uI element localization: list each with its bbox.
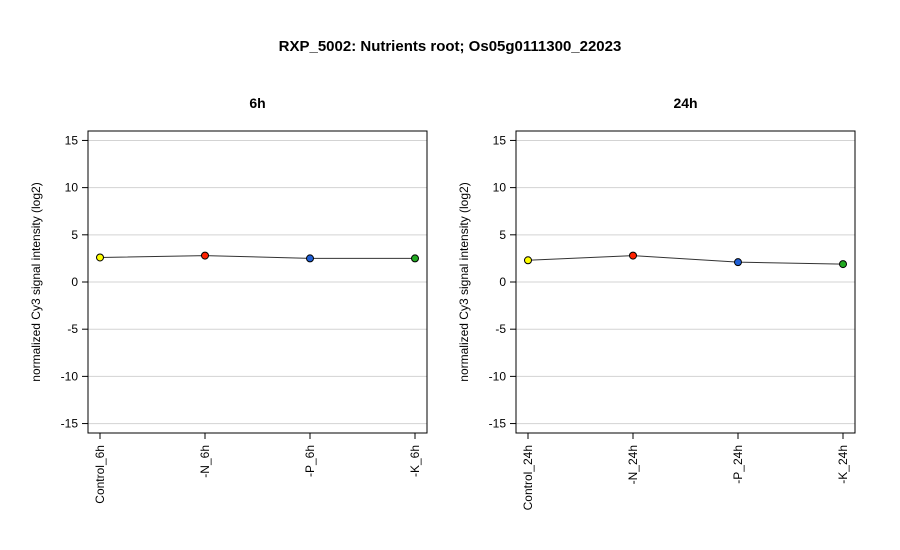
data-point: [524, 256, 532, 265]
figure-title: RXP_5002: Nutrients root; Os05g0111300_2…: [278, 38, 622, 55]
x-tick-label: -P_24h: [731, 445, 745, 484]
y-tick-label: -15: [489, 417, 507, 431]
y-tick-label: 15: [65, 133, 79, 147]
x-tick-label: Control_24h: [521, 445, 535, 510]
series-line: [527, 255, 844, 265]
y-tick-label: 10: [65, 181, 79, 195]
x-tick-label: -N_6h: [198, 445, 212, 478]
data-point: [306, 254, 314, 263]
x-tick-label: Control_6h: [93, 445, 107, 504]
data-point: [411, 254, 419, 263]
data-point: [96, 253, 104, 262]
y-tick-label: 15: [493, 133, 507, 147]
chart-panel-1: 6h -15 -10 -5 0 5 10 15 normalized Cy3 signal in…: [29, 95, 428, 504]
panel-title: 6h: [249, 95, 265, 111]
data-point: [734, 258, 742, 267]
panel-title: 24h: [673, 95, 697, 111]
y-tick-label: 0: [71, 275, 78, 289]
y-tick-label: -5: [495, 322, 506, 336]
x-tick-label: -K_24h: [836, 445, 850, 484]
y-tick-label: -10: [489, 369, 507, 383]
x-tick-label: -K_6h: [408, 445, 422, 477]
x-tick-label: -P_6h: [303, 445, 317, 477]
series-line: [99, 255, 415, 259]
y-tick-label: -15: [61, 417, 79, 431]
y-tick-label: 5: [499, 228, 506, 242]
y-tick-label: -10: [61, 369, 79, 383]
y-tick-label: 0: [499, 275, 506, 289]
y-tick-label: -5: [67, 322, 78, 336]
chart-panel-2: 24h -15 -10 -5 0 5 10 15 normalized Cy3 signal i…: [457, 95, 856, 510]
data-point: [629, 251, 637, 260]
y-tick-label: 10: [493, 181, 507, 195]
data-point: [839, 260, 847, 269]
y-axis-label: normalized Cy3 signal intensity (log2): [457, 182, 471, 381]
data-point: [201, 251, 209, 260]
x-tick-label: -N_24h: [626, 445, 640, 484]
y-tick-label: 5: [71, 228, 78, 242]
y-axis-label: normalized Cy3 signal intensity (log2): [29, 182, 43, 381]
